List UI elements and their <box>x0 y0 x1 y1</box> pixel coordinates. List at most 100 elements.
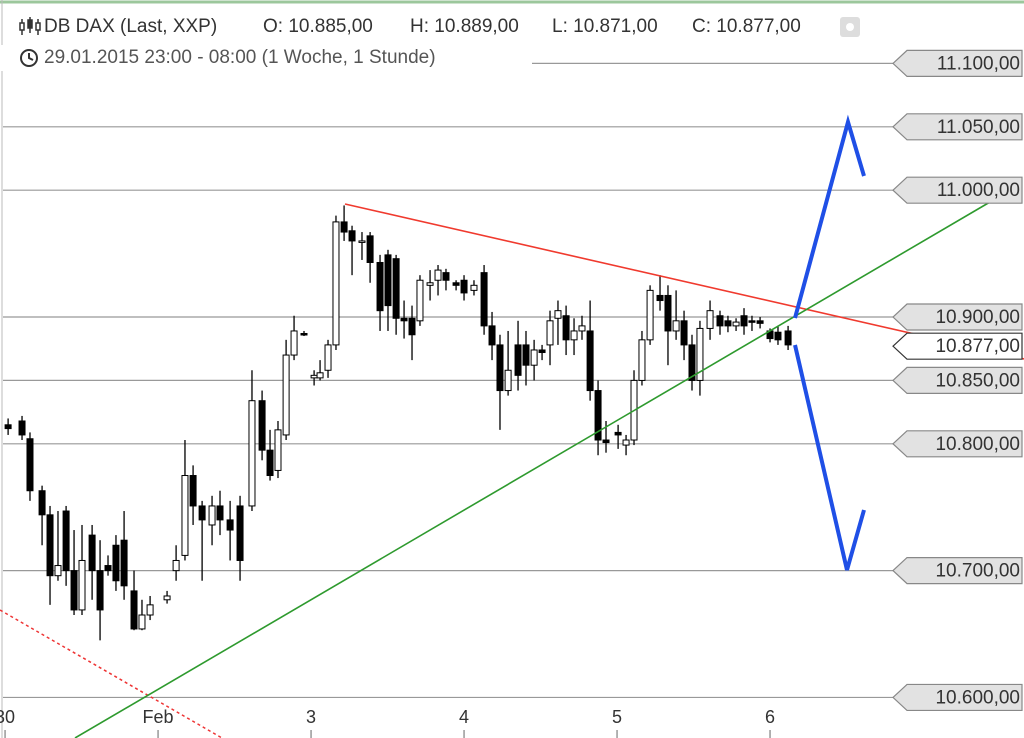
candle-body <box>400 317 408 322</box>
candle-body <box>622 439 630 446</box>
y-tick-label: 10.700,00 <box>935 561 1020 582</box>
candle-body <box>70 570 78 611</box>
bull-arrow <box>793 114 866 319</box>
candle-body <box>578 325 586 332</box>
y-tick-box <box>892 430 1023 458</box>
candle-body <box>504 369 512 392</box>
y-tick-label: 11.100,00 <box>937 53 1020 74</box>
candle-body <box>426 282 434 286</box>
candle-body <box>774 331 782 341</box>
support-line <box>74 201 991 738</box>
candle-body <box>146 604 154 616</box>
y-tick-label: 10.800,00 <box>935 434 1020 455</box>
candle-body <box>522 344 530 366</box>
last-price-label: 10.877,00 <box>935 336 1020 357</box>
high-label: H: 10.889,00 <box>410 16 519 37</box>
settings-icon-dot <box>846 23 854 31</box>
candle-body <box>189 475 197 507</box>
x-tick-label: 30 <box>0 707 15 727</box>
close-label: C: 10.877,00 <box>692 16 801 37</box>
candle-body <box>4 424 12 430</box>
candle-body <box>384 254 392 307</box>
candle-body <box>530 349 538 366</box>
candle-body <box>562 315 570 341</box>
clock-icon <box>20 49 38 67</box>
candle-body <box>62 510 70 572</box>
candle-body <box>480 272 488 327</box>
y-tick-label: 10.600,00 <box>935 687 1020 708</box>
x-tick-label: Feb <box>143 707 174 727</box>
candle-body <box>756 320 764 324</box>
candle-body <box>88 534 96 572</box>
y-tick-box <box>892 557 1023 585</box>
candle-body <box>104 565 112 572</box>
clock-hands <box>28 53 34 61</box>
candle-body <box>258 400 266 451</box>
chart-icon <box>19 17 41 35</box>
y-tick-label: 11.000,00 <box>937 180 1020 201</box>
candle-body <box>442 272 450 281</box>
candle-body <box>656 294 664 302</box>
candle-body <box>226 519 234 531</box>
candle-body <box>208 505 216 526</box>
candle-body <box>688 344 696 381</box>
candle-body <box>324 344 332 371</box>
candle-body <box>732 321 740 327</box>
candle-body <box>748 320 756 323</box>
candle-body <box>46 514 54 577</box>
y-tick-box <box>892 49 1023 78</box>
candle-body <box>198 505 206 521</box>
candle-body <box>554 310 562 319</box>
candle-body <box>452 282 460 286</box>
candles <box>4 205 792 641</box>
candle-body <box>470 284 478 291</box>
candle-body <box>696 327 704 381</box>
subtitle-bg <box>0 45 532 71</box>
candle-body <box>680 320 688 346</box>
candle-body <box>274 429 282 471</box>
y-tick-label: 10.900,00 <box>935 307 1020 328</box>
candle-body <box>672 320 680 332</box>
candle-body <box>514 344 522 376</box>
candle-body <box>546 320 554 346</box>
y-tick-box <box>892 303 1023 331</box>
candle-body <box>784 330 792 346</box>
candle-body <box>38 490 46 516</box>
candle-body <box>594 390 602 441</box>
candle-body <box>646 289 654 341</box>
candle-body <box>172 559 180 572</box>
candle-body <box>216 505 224 521</box>
candle-body <box>96 570 104 611</box>
candle-body <box>460 279 468 294</box>
candle-body <box>290 330 298 356</box>
y-tick-box <box>892 113 1023 141</box>
price-labels: 11.100,00 11.050,00 11.000,00 10.900,00 10.8… <box>892 49 1023 712</box>
candle-body <box>26 438 34 492</box>
candle-body <box>614 431 622 436</box>
instrument-title: DB DAX (Last, XXP) <box>44 16 217 37</box>
candle-body <box>138 614 146 630</box>
candle-body <box>496 344 504 392</box>
candle-body <box>130 590 138 630</box>
x-tick-label: 3 <box>306 707 316 727</box>
candle-body <box>706 310 714 329</box>
candle-body <box>316 372 324 379</box>
candle-body <box>163 595 171 601</box>
candle-body <box>18 420 26 436</box>
y-tick-box <box>892 176 1023 204</box>
candle-body <box>340 221 348 233</box>
candle-body <box>332 221 340 346</box>
x-tick-label: 6 <box>765 707 775 727</box>
bear-arrow <box>793 344 866 571</box>
last-price: 10.877,00 <box>892 332 1023 360</box>
x-tick-label: 5 <box>612 707 622 727</box>
subtitle: 29.01.2015 23:00 - 08:00 (1 Woche, 1 Stu… <box>44 47 436 68</box>
candle-body <box>54 565 62 577</box>
candle-body <box>78 559 86 611</box>
dotted-trend-line <box>0 609 223 738</box>
candle-body <box>348 230 356 242</box>
candle-body <box>488 325 496 346</box>
candle-body <box>248 400 256 507</box>
y-tick-box <box>892 366 1023 395</box>
